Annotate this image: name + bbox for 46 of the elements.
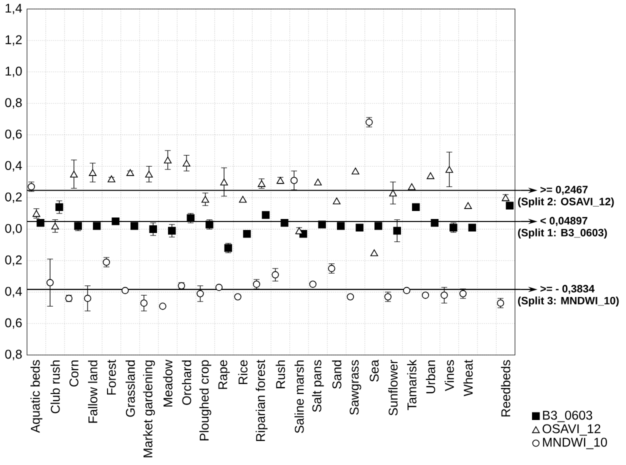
x-tick-label: Meadow bbox=[163, 360, 172, 407]
x-tick-label: Rice bbox=[238, 360, 248, 384]
legend-label: B3_0603 bbox=[543, 410, 592, 422]
ref-line-label: >= 0,2467 bbox=[540, 186, 588, 195]
x-tick-label: Sea bbox=[370, 360, 379, 382]
x-tick-label: Forest bbox=[107, 360, 116, 395]
x-tick-label: Aquatic beds bbox=[30, 360, 42, 433]
x-tick-label: Fallow land bbox=[88, 360, 98, 423]
x-tick-label: Grassland bbox=[126, 360, 135, 417]
x-tick-label: Tamarisk bbox=[407, 360, 416, 410]
x-tick-label: Salt pans bbox=[312, 360, 324, 412]
x-tick-label: Ploughed crop bbox=[199, 360, 212, 440]
y-tick-label: 1,2 bbox=[6, 35, 22, 46]
y-tick-label: 0,8 bbox=[5, 350, 22, 360]
legend-label: OSAVI_12 bbox=[542, 424, 600, 436]
ref-line-label: < 0,04897 bbox=[540, 216, 588, 226]
x-tick-label: Club rush bbox=[50, 360, 60, 414]
y-tick-label: 0,2 bbox=[5, 255, 22, 266]
y-tick-label: 1,4 bbox=[6, 4, 22, 14]
x-tick-label: Vines bbox=[444, 360, 454, 392]
text: (Split 3: MNDWI_10) bbox=[518, 296, 619, 307]
x-tick-label: Market gardening bbox=[143, 360, 155, 458]
y-tick-label: 0,4 bbox=[5, 286, 22, 298]
x-tick-label: Sunflower bbox=[388, 360, 398, 416]
y-tick-label: 0,6 bbox=[5, 318, 22, 329]
text: (Split 1: B3_0603) bbox=[518, 228, 607, 239]
legend-label: MNDWI_10 bbox=[543, 438, 607, 450]
y-tick-label: 1,0 bbox=[6, 66, 22, 78]
x-tick-label: Sawgrass bbox=[350, 360, 362, 415]
x-tick-label: Orchard bbox=[182, 360, 192, 405]
ref-line-label: >= - 0,3834 bbox=[540, 284, 595, 294]
x-tick-label: Urban bbox=[426, 360, 436, 394]
x-tick-label: Reedbeds bbox=[500, 360, 510, 416]
x-tick-label: Corn bbox=[69, 360, 78, 387]
x-tick-label: Wheat bbox=[463, 360, 473, 396]
x-tick-label: Rape bbox=[218, 360, 230, 389]
y-tick-label: 0,2 bbox=[5, 192, 22, 203]
text: (Split 2: OSAVI_12) bbox=[518, 197, 614, 208]
x-tick-label: Sand bbox=[332, 360, 342, 389]
y-tick-label: 0,8 bbox=[5, 98, 22, 109]
x-tick-label: Rush bbox=[276, 360, 286, 388]
y-tick-label: 0,4 bbox=[5, 161, 22, 172]
x-tick-label: Saline marsh bbox=[294, 360, 304, 434]
y-tick-label: 0,6 bbox=[5, 130, 22, 140]
y-tick-label: 0,0 bbox=[5, 224, 22, 234]
x-tick-label: Riparian forest bbox=[256, 360, 268, 442]
